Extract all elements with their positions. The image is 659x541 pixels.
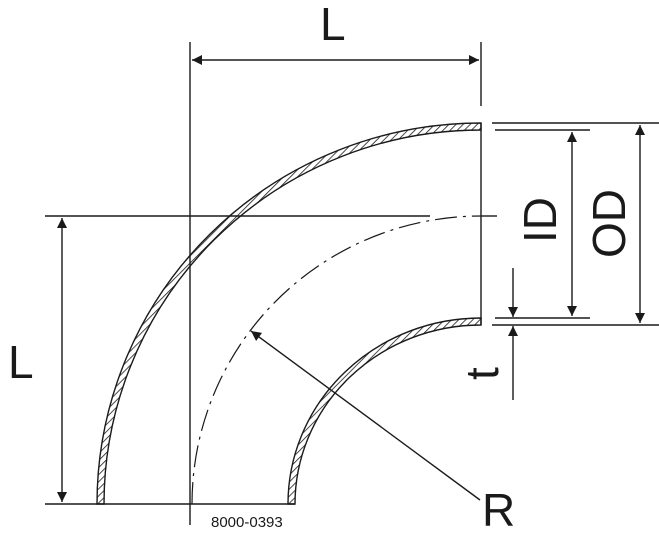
radius-leader — [250, 330, 481, 501]
centerline — [191, 215, 482, 505]
label-r: R — [482, 484, 515, 536]
drawing-number: 8000-0393 — [211, 514, 283, 531]
label-od: OD — [583, 189, 635, 258]
inner-wall — [287, 317, 482, 505]
outer-wall — [96, 122, 482, 505]
label-l-top: L — [320, 0, 346, 50]
label-l-left: L — [8, 336, 34, 388]
label-id: ID — [514, 197, 566, 243]
label-t: t — [456, 367, 508, 380]
